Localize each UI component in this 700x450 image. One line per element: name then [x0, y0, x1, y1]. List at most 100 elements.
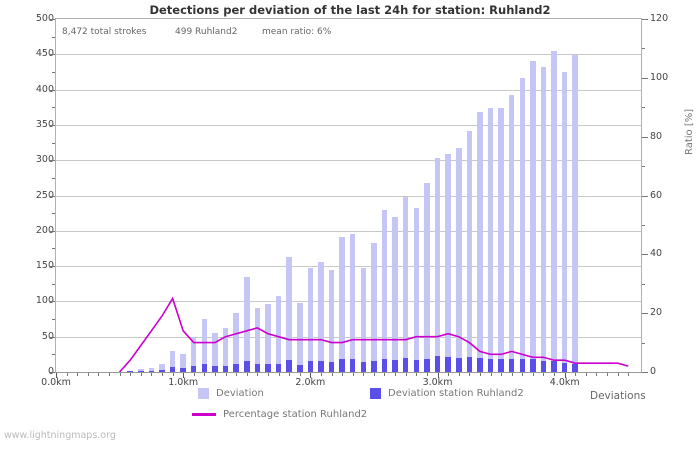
bar-deviation-station[interactable] — [402, 357, 409, 372]
bar-deviation[interactable] — [413, 207, 420, 372]
bar-deviation-station[interactable] — [530, 359, 536, 372]
bar-deviation-station[interactable] — [445, 357, 451, 372]
bar-deviation-station[interactable] — [413, 360, 420, 372]
bar-deviation[interactable] — [424, 182, 430, 372]
legend-item-percentage[interactable]: Percentage station Ruhland2 — [192, 409, 367, 420]
legend-item-deviation-station[interactable]: Deviation station Ruhland2 — [370, 388, 524, 399]
bar-deviation-station[interactable] — [466, 357, 473, 372]
bar-deviation[interactable] — [254, 308, 261, 372]
bar-deviation[interactable] — [318, 261, 324, 372]
bar-deviation-station[interactable] — [508, 359, 515, 372]
bar-deviation-station[interactable] — [180, 367, 186, 372]
bar-deviation-station[interactable] — [212, 366, 218, 372]
bar-deviation[interactable] — [159, 363, 165, 372]
bar-deviation-station[interactable] — [254, 364, 261, 372]
y-axis-right-tick-label: 80 — [650, 130, 663, 142]
x-axis-tick-mark — [119, 373, 121, 376]
bar-deviation-station[interactable] — [307, 361, 314, 372]
legend-item-deviation[interactable]: Deviation — [198, 388, 264, 399]
bar-deviation-station[interactable] — [349, 358, 356, 372]
bar-deviation-station[interactable] — [265, 364, 271, 372]
bar-deviation[interactable] — [339, 237, 345, 372]
bar-deviation-station[interactable] — [572, 363, 578, 372]
bar-deviation-station[interactable] — [519, 359, 526, 372]
bar-deviation[interactable] — [190, 336, 197, 372]
bar-deviation-station[interactable] — [286, 360, 292, 372]
bar-deviation-station[interactable] — [540, 360, 547, 372]
bar-deviation[interactable] — [508, 95, 515, 372]
bar-deviation[interactable] — [169, 350, 176, 372]
bar-deviation-station[interactable] — [233, 364, 239, 372]
bar-deviation[interactable] — [456, 147, 462, 372]
x-axis-tick-mark — [416, 373, 418, 376]
bar-deviation[interactable] — [307, 267, 314, 372]
bar-deviation[interactable] — [138, 369, 144, 372]
bar-deviation[interactable] — [222, 328, 229, 372]
bar-deviation-station[interactable] — [201, 364, 208, 372]
bar-deviation-station[interactable] — [190, 365, 197, 372]
bar-deviation[interactable] — [434, 158, 441, 372]
bar-deviation-station[interactable] — [318, 360, 324, 372]
bar-deviation-station[interactable] — [148, 370, 155, 372]
bar-deviation[interactable] — [487, 107, 494, 372]
bar-deviation-station[interactable] — [371, 361, 377, 372]
bar-deviation[interactable] — [445, 153, 451, 372]
bar-deviation[interactable] — [233, 313, 239, 372]
bar-deviation-station[interactable] — [561, 362, 568, 372]
bar-deviation-station[interactable] — [487, 358, 494, 372]
bar-deviation[interactable] — [148, 367, 155, 372]
bar-deviation-station[interactable] — [244, 360, 250, 372]
bar-deviation[interactable] — [244, 276, 250, 372]
bar-deviation[interactable] — [349, 233, 356, 372]
bar-deviation[interactable] — [265, 303, 271, 372]
bar-deviation-station[interactable] — [127, 371, 133, 372]
bar-deviation[interactable] — [297, 302, 303, 372]
bar-deviation[interactable] — [392, 217, 398, 372]
y-axis-left-tick-mark — [49, 19, 55, 20]
legend-label-deviation: Deviation — [216, 388, 264, 399]
bar-deviation[interactable] — [371, 242, 377, 372]
bar-deviation-station[interactable] — [424, 358, 430, 372]
bar-deviation-station[interactable] — [328, 362, 335, 372]
bar-deviation[interactable] — [572, 55, 578, 372]
bar-deviation[interactable] — [561, 71, 568, 372]
bar-deviation-station[interactable] — [434, 356, 441, 372]
bar-deviation[interactable] — [498, 107, 504, 372]
bar-deviation[interactable] — [381, 210, 388, 372]
bar-deviation[interactable] — [477, 112, 483, 372]
bar-deviation-station[interactable] — [551, 360, 557, 372]
x-axis-tick-mark — [183, 373, 185, 378]
bar-deviation-station[interactable] — [477, 357, 483, 372]
bar-deviation-station[interactable] — [222, 365, 229, 372]
bar-deviation-station[interactable] — [275, 363, 282, 372]
bar-deviation[interactable] — [466, 131, 473, 372]
bar-deviation[interactable] — [530, 61, 536, 372]
bar-deviation-station[interactable] — [138, 371, 144, 372]
bar-deviation-station[interactable] — [498, 359, 504, 372]
bar-deviation[interactable] — [551, 50, 557, 372]
bar-deviation[interactable] — [286, 256, 292, 372]
bar-deviation[interactable] — [328, 269, 335, 372]
bar-deviation-station[interactable] — [360, 362, 367, 372]
bar-deviation-station[interactable] — [456, 357, 462, 372]
legend-label-percentage: Percentage station Ruhland2 — [223, 409, 368, 420]
y-axis-right-tick-label: 0 — [650, 366, 657, 377]
bar-deviation[interactable] — [540, 67, 547, 372]
bar-deviation-station[interactable] — [159, 369, 165, 372]
y-axis-right-tick-label: 100 — [650, 71, 669, 83]
bar-deviation[interactable] — [201, 319, 208, 372]
bar-deviation[interactable] — [360, 267, 367, 372]
bar-deviation-station[interactable] — [381, 358, 388, 372]
bar-deviation[interactable] — [212, 333, 218, 372]
x-axis-tick-mark — [299, 373, 301, 376]
bar-deviation[interactable] — [275, 295, 282, 372]
y-axis-left-tick-label: 350 — [35, 118, 54, 130]
gridline — [56, 89, 641, 91]
bar-deviation[interactable] — [519, 78, 526, 372]
bar-deviation[interactable] — [402, 196, 409, 372]
bar-deviation-station[interactable] — [392, 360, 398, 372]
bar-deviation[interactable] — [180, 353, 186, 372]
bar-deviation-station[interactable] — [339, 359, 345, 372]
bar-deviation-station[interactable] — [297, 364, 303, 372]
bar-deviation-station[interactable] — [169, 367, 176, 372]
